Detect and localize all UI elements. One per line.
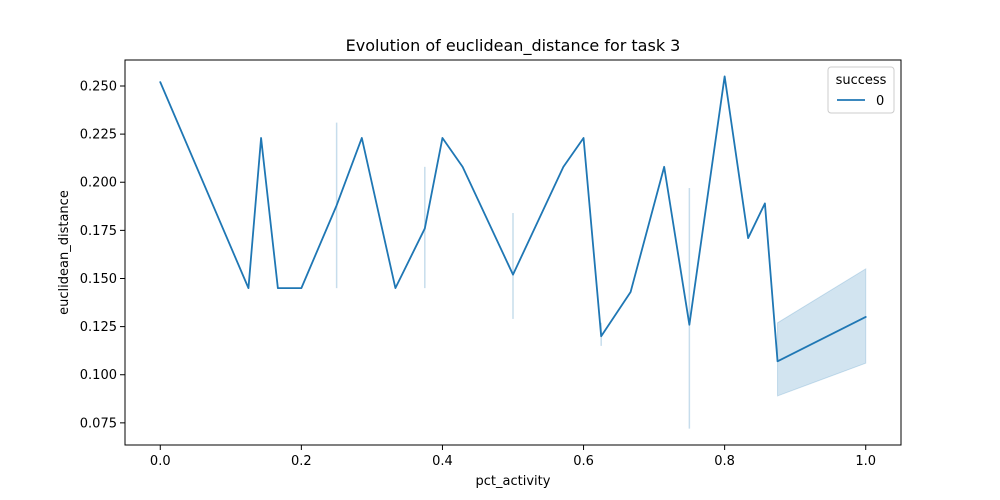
x-tick-label: 0.0 bbox=[150, 454, 171, 469]
x-tick-label: 0.4 bbox=[432, 454, 453, 469]
series-lines bbox=[159, 75, 867, 363]
y-tick-label: 0.075 bbox=[80, 416, 117, 431]
y-axis-ticks: 0.075 0.100 0.125 0.150 0.175 0.200 0.225 0.250 bbox=[80, 79, 125, 431]
ci-band-area bbox=[777, 267, 867, 397]
series-line-0 bbox=[159, 75, 867, 363]
x-tick-label: 1.0 bbox=[855, 454, 876, 469]
y-tick-label: 0.150 bbox=[80, 272, 117, 287]
legend-entry-0: 0 bbox=[876, 94, 884, 109]
y-axis-label: euclidean_distance bbox=[57, 190, 72, 315]
x-tick-label: 0.2 bbox=[291, 454, 312, 469]
y-tick-label: 0.175 bbox=[80, 224, 117, 239]
x-axis-ticks: 0.0 0.2 0.4 0.6 0.8 1.0 bbox=[150, 445, 876, 469]
y-tick-label: 0.225 bbox=[80, 128, 117, 143]
legend: success 0 bbox=[827, 66, 895, 114]
y-tick-label: 0.250 bbox=[80, 79, 117, 94]
x-tick-label: 0.8 bbox=[714, 454, 735, 469]
legend-title: success bbox=[836, 73, 887, 88]
y-tick-label: 0.125 bbox=[80, 320, 117, 335]
chart-title: Evolution of euclidean_distance for task… bbox=[346, 36, 681, 56]
y-tick-label: 0.200 bbox=[80, 176, 117, 191]
x-tick-label: 0.6 bbox=[573, 454, 594, 469]
x-axis-label: pct_activity bbox=[476, 474, 551, 489]
y-tick-label: 0.100 bbox=[80, 368, 117, 383]
legend-box bbox=[827, 66, 895, 114]
plot-frame bbox=[124, 59, 902, 446]
